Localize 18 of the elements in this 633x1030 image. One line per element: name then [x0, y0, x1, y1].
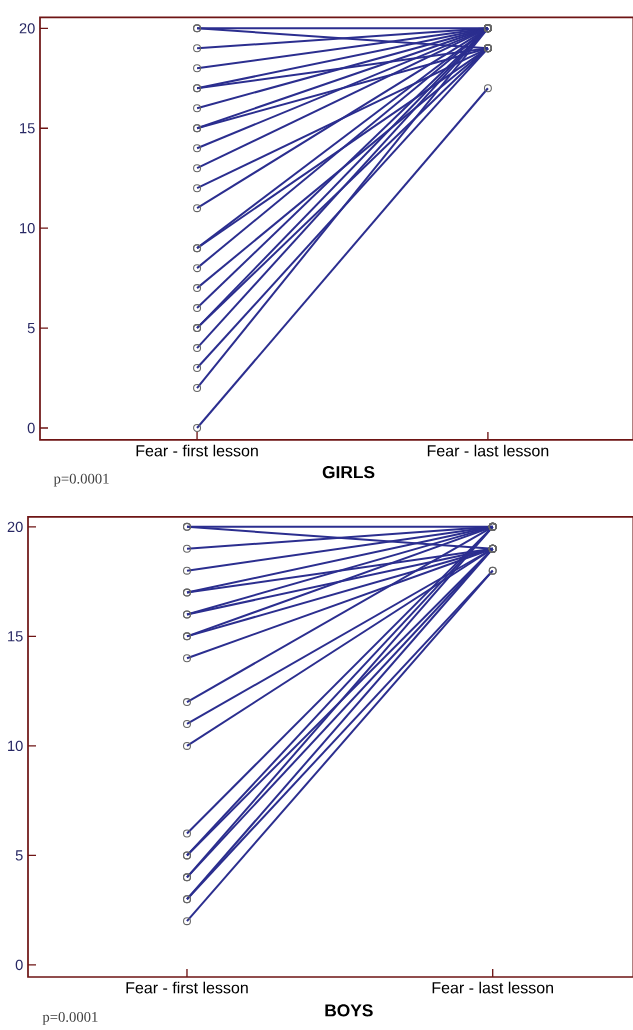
- y-tick-label: 10: [8, 740, 23, 752]
- x-tick-label: Fear - first lesson: [136, 444, 258, 457]
- text: BOYS: [325, 1004, 373, 1017]
- text: GIRLS: [322, 466, 375, 479]
- y-tick-label: 20: [7, 521, 23, 533]
- y-tick-label: 15: [8, 631, 23, 642]
- text: p=0.0001: [53, 473, 109, 487]
- x-tick-label: Fear - first lesson: [126, 981, 248, 994]
- text: p=0.0001: [42, 1011, 98, 1025]
- y-tick-label: 0: [15, 959, 23, 971]
- y-tick-label: 15: [20, 123, 35, 134]
- x-tick-label: Fear - last lesson: [432, 981, 553, 994]
- y-tick-label: 5: [15, 850, 23, 861]
- y-tick-label: 10: [20, 222, 35, 234]
- y-tick-label: 20: [19, 23, 35, 34]
- x-tick-label: Fear - last lesson: [427, 444, 549, 457]
- y-tick-label: 0: [27, 422, 35, 434]
- y-tick-label: 5: [27, 322, 35, 334]
